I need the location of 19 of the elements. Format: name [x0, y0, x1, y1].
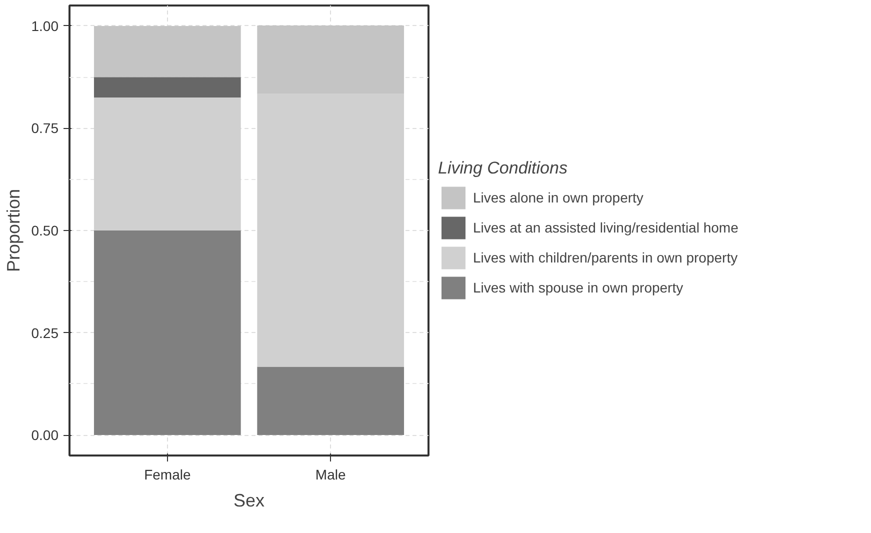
bar: [94, 230, 241, 436]
x-tick-label: Female: [144, 466, 191, 482]
x-axis-title: Sex: [233, 490, 265, 510]
legend-label: Lives with children/parents in own property: [473, 248, 738, 268]
bar: [94, 26, 241, 78]
y-tick-label: 1.00: [31, 18, 59, 34]
x-tick-label: Male: [315, 466, 346, 482]
y-tick-label: 0.50: [31, 222, 59, 238]
y-axis-title: Proportion: [3, 188, 24, 272]
legend-label: Lives at an assisted living/residential home: [473, 218, 738, 238]
legend-label: Lives with spouse in own property: [473, 278, 684, 298]
y-tick-label: 0.75: [31, 120, 59, 136]
y-tick-label: 0.25: [31, 324, 59, 341]
bar: [94, 98, 241, 230]
legend-title: Living Conditions: [438, 158, 568, 178]
bar: [257, 366, 404, 436]
bar: [94, 77, 241, 98]
legend-label: Lives alone in own property: [473, 188, 644, 208]
y-tick-label: 0.00: [31, 427, 59, 444]
